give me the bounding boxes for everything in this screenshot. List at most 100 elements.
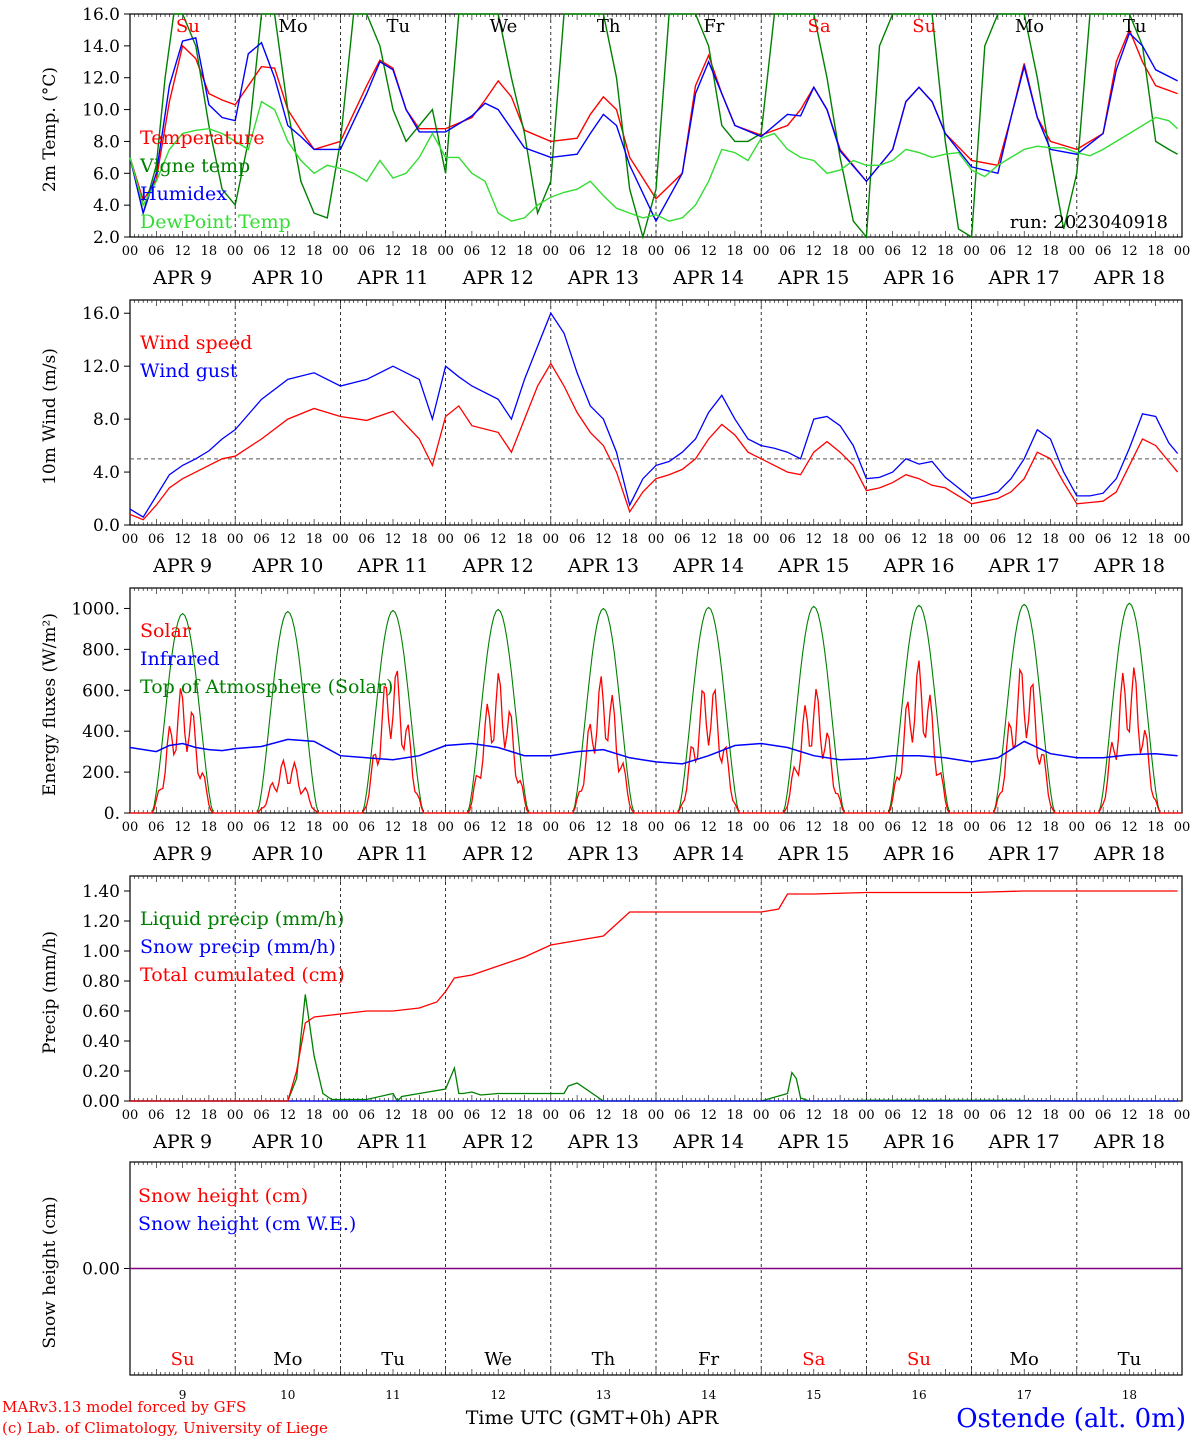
hour-label: 06 — [674, 1108, 691, 1123]
hour-label: 12 — [1016, 820, 1033, 835]
hour-label: 06 — [253, 820, 270, 835]
day-of-week-label: Th — [592, 1349, 616, 1370]
hour-label: 12 — [911, 820, 928, 835]
hour-label: 06 — [464, 820, 481, 835]
hour-label: 00 — [122, 820, 139, 835]
date-label: APR 17 — [988, 555, 1060, 577]
hour-label: 00 — [332, 532, 349, 547]
date-label: APR 12 — [462, 267, 534, 289]
hour-label: 06 — [779, 820, 796, 835]
y-tick-label: 0.00 — [82, 1260, 120, 1280]
day-of-week-label: Mo — [273, 1349, 302, 1370]
y-tick-label: 0.20 — [82, 1062, 120, 1082]
toa-solar-curve — [445, 608, 551, 814]
hour-label: 18 — [411, 1108, 428, 1123]
hour-label: 06 — [990, 244, 1007, 259]
y-tick-label: 0. — [104, 804, 120, 824]
date-label: APR 10 — [251, 267, 323, 289]
hour-label: 12 — [911, 1108, 928, 1123]
y-tick-label: 12.0 — [82, 69, 120, 89]
solar-curve — [340, 670, 446, 814]
hour-label: 00 — [648, 532, 665, 547]
hour-label: 18 — [306, 244, 323, 259]
y-tick-label: 10.0 — [82, 101, 120, 121]
date-label: APR 12 — [462, 1131, 534, 1153]
hour-label: 12 — [1016, 1108, 1033, 1123]
y-axis-label: 10m Wind (m/s) — [40, 348, 60, 485]
hour-label: 00 — [1174, 244, 1191, 259]
y-tick-label: 4.0 — [93, 196, 120, 216]
hour-label: 12 — [595, 1108, 612, 1123]
date-label: APR 11 — [356, 267, 428, 289]
hour-label: 12 — [280, 820, 297, 835]
hour-label: 06 — [779, 244, 796, 259]
hour-label: 06 — [674, 244, 691, 259]
legend-entry: Vigne temp — [139, 155, 250, 177]
day-number-label: 12 — [491, 1388, 506, 1402]
hour-label: 00 — [543, 1108, 560, 1123]
date-label: APR 10 — [251, 555, 323, 577]
hour-label: 18 — [201, 1108, 218, 1123]
hour-label: 00 — [437, 820, 454, 835]
date-label: APR 12 — [462, 843, 534, 865]
date-label: APR 16 — [882, 555, 954, 577]
hour-label: 06 — [884, 820, 901, 835]
day-of-week-label: Su — [912, 16, 936, 37]
date-label: APR 18 — [1093, 1131, 1165, 1153]
date-label: APR 9 — [152, 843, 212, 865]
date-label: APR 15 — [777, 1131, 849, 1153]
hour-label: 06 — [674, 532, 691, 547]
date-label: APR 10 — [251, 1131, 323, 1153]
hour-label: 06 — [148, 532, 165, 547]
hour-label: 18 — [937, 532, 954, 547]
y-tick-label: 1000. — [71, 599, 120, 619]
hour-label: 00 — [332, 820, 349, 835]
y-tick-label: 4.0 — [93, 463, 120, 483]
hour-label: 12 — [490, 244, 507, 259]
hour-label: 06 — [148, 1108, 165, 1123]
day-of-week-label: Th — [597, 16, 621, 37]
hour-label: 00 — [858, 532, 875, 547]
hour-label: 12 — [385, 820, 402, 835]
y-tick-label: 1.40 — [82, 882, 120, 902]
legend-entry: DewPoint Temp — [140, 211, 291, 233]
y-tick-label: 200. — [82, 763, 120, 783]
solar-curve — [656, 688, 762, 814]
series-line-infrared — [129, 738, 1178, 765]
hour-label: 12 — [174, 244, 191, 259]
legend-entry: Total cumulated (cm) — [140, 964, 345, 986]
hour-label: 00 — [332, 1108, 349, 1123]
day-number-label: 10 — [280, 1388, 295, 1402]
date-label: APR 17 — [988, 1131, 1060, 1153]
y-tick-label: 1.20 — [82, 912, 120, 932]
date-label: APR 12 — [462, 555, 534, 577]
hour-label: 18 — [201, 532, 218, 547]
x-axis-label: Time UTC (GMT+0h) APR — [466, 1407, 719, 1429]
date-label: APR 14 — [672, 555, 744, 577]
hour-label: 06 — [884, 532, 901, 547]
series-line-vigne-temp — [129, 13, 1178, 240]
day-number-label: 16 — [911, 1388, 926, 1402]
hour-label: 00 — [858, 244, 875, 259]
hour-label: 18 — [306, 820, 323, 835]
hour-label: 06 — [253, 244, 270, 259]
date-label: APR 9 — [152, 1131, 212, 1153]
hour-label: 12 — [1121, 532, 1138, 547]
hour-label: 00 — [1069, 1108, 1086, 1123]
date-label: APR 18 — [1093, 267, 1165, 289]
y-tick-label: 0.60 — [82, 1002, 120, 1022]
y-tick-label: 14.0 — [82, 37, 120, 57]
series-line-liquid-precip-mm-h- — [130, 994, 1178, 1103]
hour-label: 06 — [569, 532, 586, 547]
series-line-humidex — [129, 31, 1178, 223]
legend-entry: Humidex — [140, 183, 227, 205]
solar-curve — [761, 688, 867, 814]
solar-curve — [445, 673, 551, 814]
toa-solar-curve — [656, 606, 762, 814]
date-label: APR 11 — [356, 1131, 428, 1153]
hour-label: 12 — [911, 244, 928, 259]
hour-label: 12 — [700, 244, 717, 259]
day-number-label: 17 — [1017, 1388, 1032, 1402]
date-label: APR 13 — [567, 843, 639, 865]
hour-label: 06 — [464, 532, 481, 547]
